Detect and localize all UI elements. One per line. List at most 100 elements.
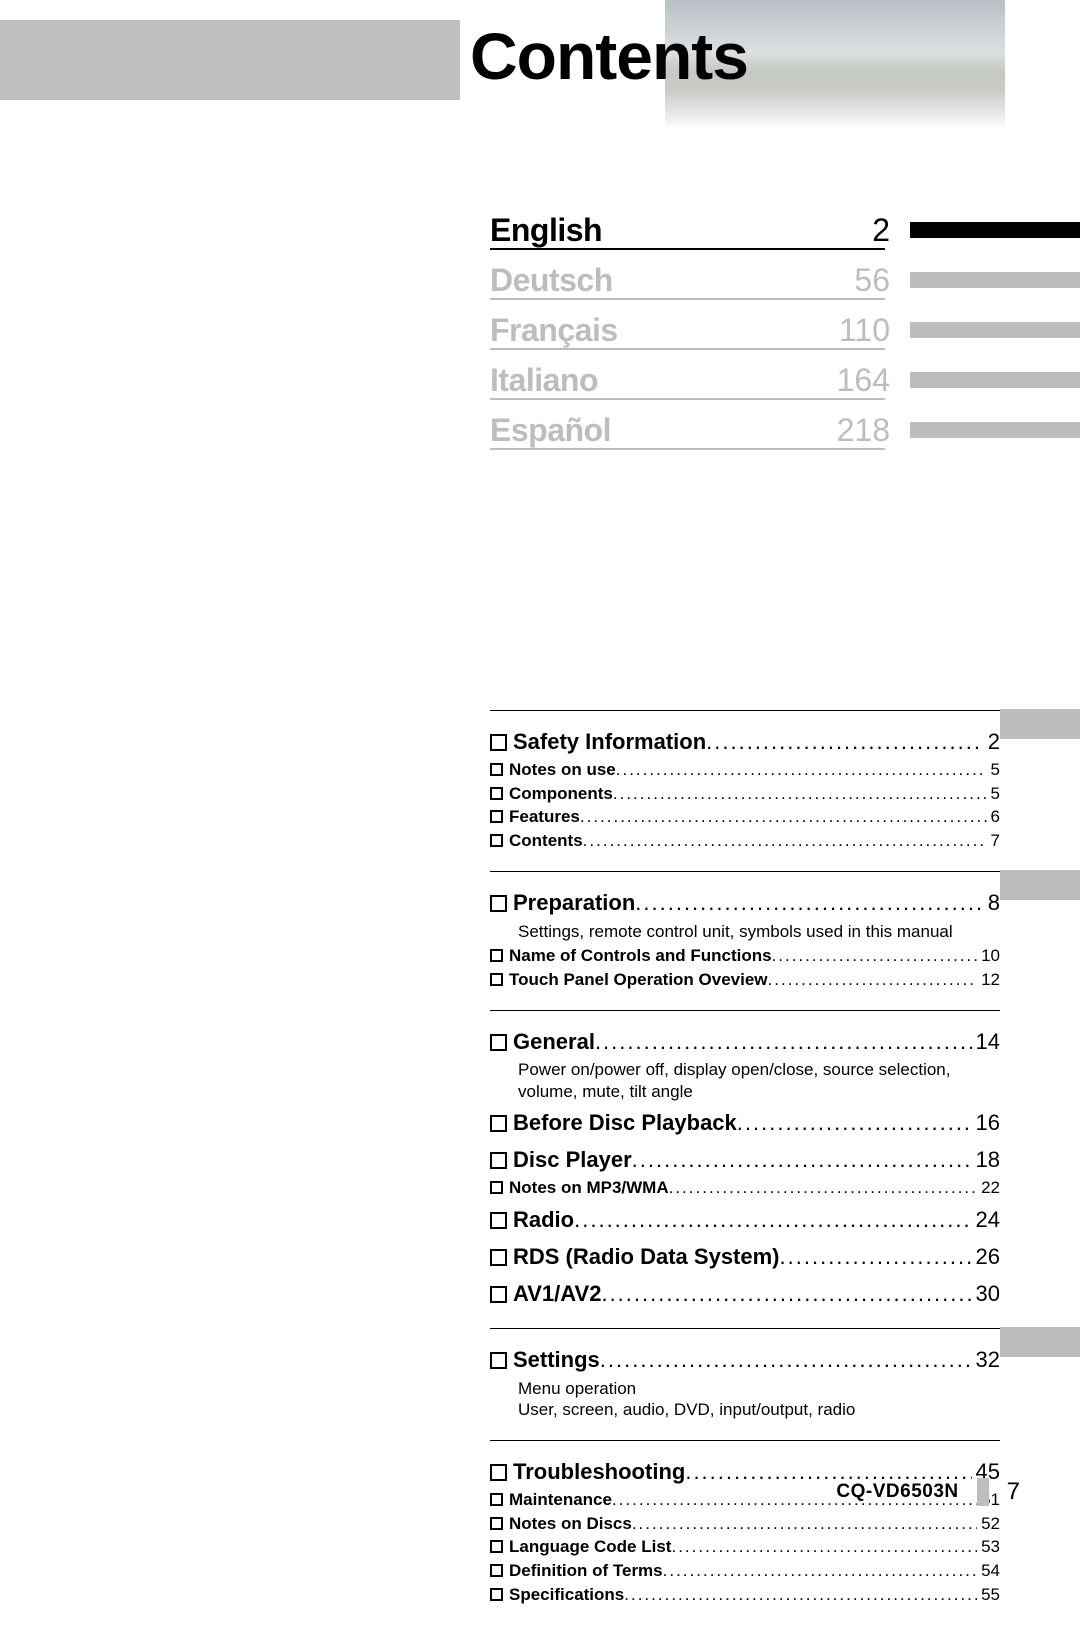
toc-entry: Notes on MP3/WMA 22 (490, 1176, 1000, 1200)
toc-leader-dots (583, 829, 987, 853)
toc-leader-dots (613, 782, 987, 806)
toc-section: Preparation 8Settings, remote control un… (490, 871, 1000, 1010)
top-gray-bar (0, 20, 460, 100)
toc-label: Troubleshooting (513, 1457, 685, 1488)
toc-entry: Touch Panel Operation Oveview 12 (490, 968, 1000, 992)
toc-leader-dots (772, 944, 978, 968)
language-row: Español218 (490, 406, 1030, 454)
language-label: Français (490, 312, 790, 349)
toc-leader-dots (706, 727, 984, 758)
toc-entry: Radio 24 (490, 1205, 1000, 1236)
section-side-tab (1000, 870, 1080, 900)
checkbox-icon (490, 1034, 507, 1051)
toc-entry: Contents 7 (490, 829, 1000, 853)
language-row: Deutsch56 (490, 256, 1030, 304)
language-row: English2 (490, 206, 1030, 254)
toc-leader-dots (632, 1145, 972, 1176)
toc-page: 22 (977, 1176, 1000, 1200)
toc-leader-dots (768, 968, 978, 992)
toc-leader-dots (669, 1176, 977, 1200)
page-number: 7 (1007, 1478, 1020, 1506)
toc-label: AV1/AV2 (513, 1279, 601, 1310)
toc-label: Specifications (509, 1583, 624, 1607)
toc-page: 16 (972, 1108, 1000, 1139)
toc-label: Components (509, 782, 613, 806)
toc-label: Preparation (513, 888, 635, 919)
toc-leader-dots (635, 888, 983, 919)
toc-page: 14 (972, 1027, 1000, 1058)
toc-page: 53 (977, 1535, 1000, 1559)
toc-leader-dots (671, 1535, 977, 1559)
toc-entry: AV1/AV2 30 (490, 1279, 1000, 1310)
toc-page: 6 (987, 805, 1000, 829)
checkbox-icon (490, 1249, 507, 1266)
language-label: Italiano (490, 362, 790, 399)
checkbox-icon (490, 1517, 503, 1530)
section-side-tab (1000, 709, 1080, 739)
toc-leader-dots (616, 758, 987, 782)
checkbox-icon (490, 1212, 507, 1229)
toc-section: Safety Information 2Notes on use 5Compon… (490, 710, 1000, 871)
language-tab-bar (910, 372, 1080, 388)
footer: CQ-VD6503N 7 (836, 1478, 1020, 1506)
toc-label: Notes on use (509, 758, 616, 782)
toc-page: 8 (984, 888, 1000, 919)
toc-entry: Components 5 (490, 782, 1000, 806)
toc-entry: Language Code List 53 (490, 1535, 1000, 1559)
toc-label: Touch Panel Operation Oveview (509, 968, 768, 992)
language-underline (490, 448, 885, 450)
checkbox-icon (490, 1464, 507, 1481)
toc-label: Definition of Terms (509, 1559, 663, 1583)
language-page: 2 (790, 212, 890, 249)
checkbox-icon (490, 1540, 503, 1553)
checkbox-icon (490, 734, 507, 751)
checkbox-icon (490, 1115, 507, 1132)
checkbox-icon (490, 973, 503, 986)
language-tab-bar (910, 222, 1080, 238)
toc-page: 26 (972, 1242, 1000, 1273)
toc-page: 30 (972, 1279, 1000, 1310)
checkbox-icon (490, 810, 503, 823)
checkbox-icon (490, 1152, 507, 1169)
toc-entry: Settings 32 (490, 1345, 1000, 1376)
language-underline (490, 398, 885, 400)
toc-leader-dots (574, 1205, 971, 1236)
checkbox-icon (490, 1588, 503, 1601)
toc-entry: Before Disc Playback 16 (490, 1108, 1000, 1139)
toc-label: Language Code List (509, 1535, 671, 1559)
toc-page: 52 (977, 1512, 1000, 1536)
checkbox-icon (490, 787, 503, 800)
language-list: English2Deutsch56Français110Italiano164E… (490, 206, 1030, 456)
toc-description: Power on/power off, display open/close, … (490, 1059, 1000, 1102)
toc-entry: Features 6 (490, 805, 1000, 829)
toc-section: Troubleshooting 45Maintenance 51Notes on… (490, 1440, 1000, 1625)
toc-entry: Safety Information 2 (490, 727, 1000, 758)
toc-label: RDS (Radio Data System) (513, 1242, 780, 1273)
language-label: English (490, 212, 790, 249)
model-number: CQ-VD6503N (836, 1481, 958, 1503)
toc-label: Disc Player (513, 1145, 632, 1176)
checkbox-icon (490, 949, 503, 962)
language-page: 218 (790, 412, 890, 449)
language-underline (490, 348, 885, 350)
checkbox-icon (490, 763, 503, 776)
toc-leader-dots (632, 1512, 977, 1536)
section-side-tab (1000, 1327, 1080, 1357)
toc-section: Settings 32Menu operation User, screen, … (490, 1328, 1000, 1440)
toc-page: 24 (972, 1205, 1000, 1236)
checkbox-icon (490, 1352, 507, 1369)
toc-page: 10 (977, 944, 1000, 968)
toc-label: Safety Information (513, 727, 706, 758)
language-tab-bar (910, 272, 1080, 288)
toc-leader-dots (780, 1242, 972, 1273)
toc-label: Name of Controls and Functions (509, 944, 772, 968)
toc-leader-dots (595, 1027, 972, 1058)
language-row: Italiano164 (490, 356, 1030, 404)
page-title: Contents (470, 18, 748, 94)
checkbox-icon (490, 1493, 503, 1506)
toc-page: 5 (987, 758, 1000, 782)
language-tab-bar (910, 322, 1080, 338)
language-tab-bar (910, 422, 1080, 438)
toc-label: Contents (509, 829, 583, 853)
toc-label: Features (509, 805, 580, 829)
